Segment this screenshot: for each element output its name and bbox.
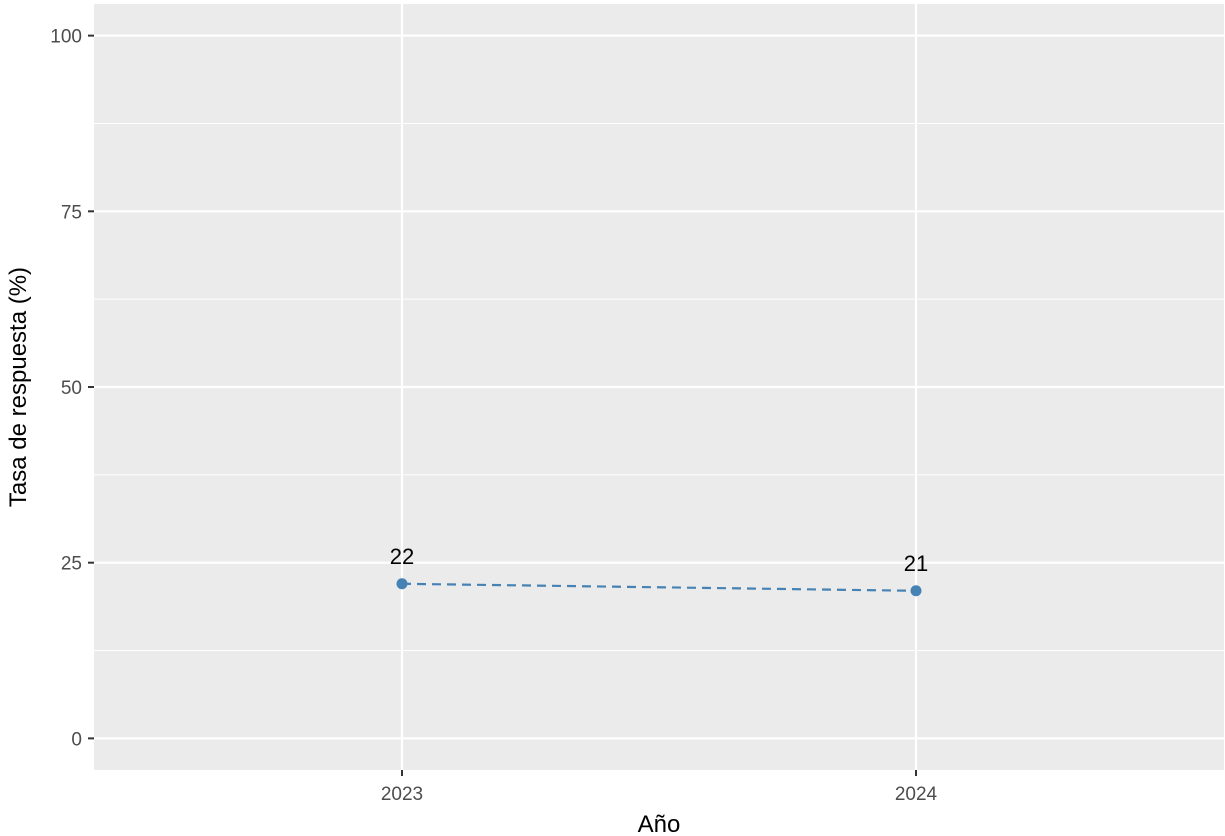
data-label: 22 <box>390 544 414 569</box>
x-tick-label: 2024 <box>895 784 938 805</box>
x-tick-label: 2023 <box>381 784 423 805</box>
series-line <box>401 582 917 592</box>
y-axis-title: Tasa de respuesta (%) <box>5 267 32 507</box>
y-tick-label: 25 <box>61 554 82 575</box>
y-tick-label: 0 <box>71 729 82 750</box>
x-axis-title: Año <box>638 811 681 836</box>
data-point <box>910 585 922 597</box>
y-tick-label: 100 <box>50 27 82 48</box>
y-tick-label: 50 <box>61 378 82 399</box>
data-point <box>396 578 408 590</box>
x-axis: 2023 2024 <box>381 770 938 805</box>
minor-gridlines <box>94 122 1224 652</box>
y-tick-label: 75 <box>61 202 82 223</box>
y-axis: 0 25 50 75 100 <box>50 27 94 750</box>
major-gridlines <box>94 4 1224 770</box>
series-layer: 22 21 <box>390 544 928 597</box>
data-label: 21 <box>904 551 928 576</box>
